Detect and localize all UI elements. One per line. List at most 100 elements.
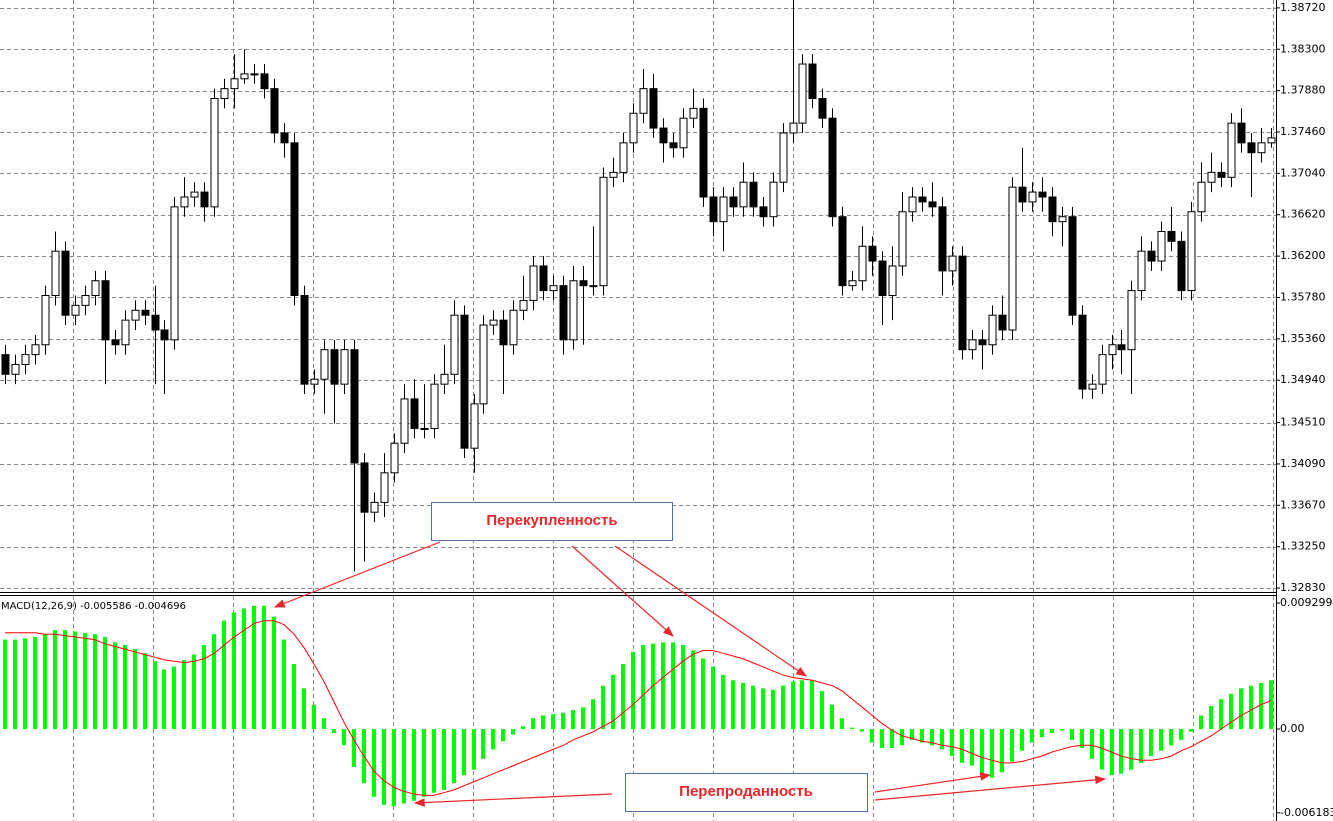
macd-bar [352, 729, 356, 767]
y-tick-label: 1.34090 [1280, 457, 1326, 470]
candle-body [978, 339, 987, 346]
macd-bar [262, 605, 266, 730]
candle-body [1108, 344, 1117, 356]
arrow [571, 545, 674, 637]
candle-body [310, 378, 319, 385]
candle-body [1207, 171, 1216, 183]
macd-bar [1010, 729, 1014, 762]
candle-body [858, 245, 867, 282]
macd-bar [1060, 729, 1064, 731]
candle-body [370, 501, 379, 513]
macd-bar [781, 685, 785, 730]
candle-body [390, 442, 399, 474]
macd-bar [481, 729, 485, 759]
macd-bar [771, 689, 775, 730]
candle-body [220, 88, 229, 100]
macd-bar [23, 638, 27, 730]
macd-bar [402, 729, 406, 804]
candle-body [938, 206, 947, 272]
candle-body [1137, 250, 1146, 292]
candle-body [300, 295, 309, 385]
candle-body [121, 319, 130, 346]
macd-bar [571, 710, 575, 730]
candle-body [1098, 354, 1107, 385]
macd-bar [890, 729, 894, 748]
macd-bar [212, 634, 216, 730]
candle-body [81, 295, 90, 306]
macd-bar [731, 680, 735, 730]
macd-bar [33, 636, 37, 730]
candle-body [509, 309, 518, 346]
macd-bar [810, 680, 814, 730]
macd-bar [123, 645, 127, 730]
annotation-box [625, 773, 868, 812]
candle-body [1078, 314, 1087, 390]
candle-body [888, 265, 897, 297]
macd-bar [53, 630, 57, 730]
macd-bar [1199, 715, 1203, 730]
candle-body [1008, 186, 1017, 331]
macd-bar [820, 691, 824, 730]
macd-bar [860, 729, 864, 732]
macd-bar [830, 704, 834, 730]
candle-body [789, 122, 798, 134]
macd-bar [990, 729, 994, 778]
macd-bar [63, 630, 67, 730]
vertical-grid [73, 0, 1274, 821]
macd-bar [980, 729, 984, 776]
candle-body [1, 354, 10, 375]
candle-body [679, 117, 688, 149]
candle-body [848, 280, 857, 287]
candle-body [649, 88, 658, 129]
candle-body [878, 260, 887, 297]
candle-body [838, 216, 847, 287]
indicator-label: MACD(12,26,9) -0.005586 -0.004696 [1, 601, 186, 612]
candle-body [998, 314, 1007, 331]
candle-body [769, 181, 778, 218]
signal-line [5, 620, 1272, 796]
macd-bar [1229, 693, 1233, 730]
macd-bar [711, 666, 715, 730]
candle-body [948, 255, 957, 272]
macd-bar [741, 682, 745, 730]
macd-bar [73, 631, 77, 730]
candle-body [21, 354, 30, 365]
macd-bar [581, 707, 585, 730]
candle-body [699, 107, 708, 198]
macd-bar [392, 729, 396, 807]
macd-bar [900, 729, 904, 746]
candle-body [151, 314, 160, 331]
candle-body [51, 250, 60, 297]
y-tick-label: 1.38300 [1280, 42, 1326, 55]
macd-bar [462, 729, 466, 776]
macd-bar [501, 729, 505, 742]
candle-body [1088, 383, 1097, 390]
candle-body [689, 107, 698, 119]
candle-body [669, 142, 678, 149]
candle-body [41, 295, 50, 346]
macd-bar [551, 714, 555, 730]
arrow [874, 772, 992, 793]
macd-bar [302, 688, 306, 730]
arrow [614, 545, 807, 677]
candle-body [180, 196, 189, 208]
macd-bar [1149, 729, 1153, 757]
macd-bar [43, 634, 47, 730]
candle-body [729, 196, 738, 208]
candle-body [101, 280, 110, 341]
candle-body [470, 403, 479, 449]
macd-bar [930, 729, 934, 746]
candle-body [1147, 250, 1156, 262]
y-tick-label: 1.35360 [1280, 332, 1326, 345]
macd-bar [272, 616, 276, 730]
candle-body [1247, 142, 1256, 154]
candle-body [559, 285, 568, 341]
macd-bar [631, 651, 635, 730]
macd-bar [1139, 729, 1143, 763]
macd-bar [172, 666, 176, 730]
candle-body [410, 398, 419, 429]
candle-body [91, 280, 100, 297]
candle-body [240, 73, 249, 80]
candle-body [569, 280, 578, 341]
macd-bar [1169, 729, 1173, 746]
